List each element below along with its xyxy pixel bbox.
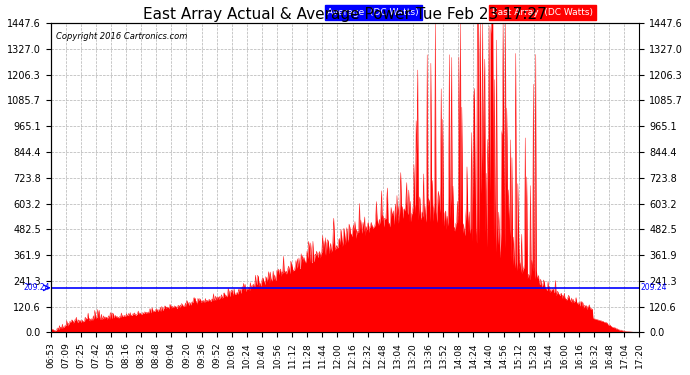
Text: 209.24: 209.24	[23, 283, 50, 292]
Title: East Array Actual & Average Power Tue Feb 23 17:27: East Array Actual & Average Power Tue Fe…	[143, 7, 547, 22]
Text: Average  (DC Watts): Average (DC Watts)	[327, 8, 419, 17]
Text: East Array  (DC Watts): East Array (DC Watts)	[492, 8, 593, 17]
Text: Copyright 2016 Cartronics.com: Copyright 2016 Cartronics.com	[57, 32, 188, 41]
Text: 209.24: 209.24	[640, 283, 667, 292]
